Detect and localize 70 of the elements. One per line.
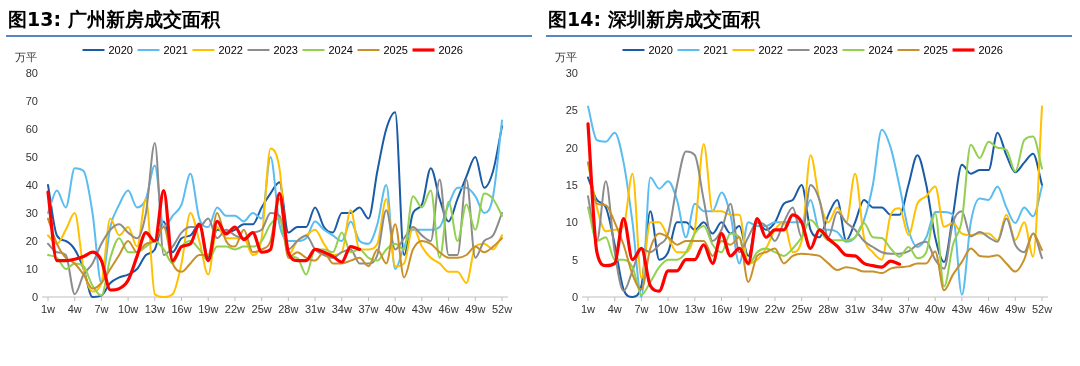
x-tick-label: 1w bbox=[40, 303, 56, 315]
x-tick-label: 7w bbox=[634, 303, 649, 315]
y-axis-title: 万平 bbox=[15, 51, 37, 64]
x-tick-label: 4w bbox=[67, 303, 82, 315]
legend-label: 2021 bbox=[703, 44, 728, 56]
y-axis-title: 万平 bbox=[555, 51, 577, 64]
x-tick-label: 16w bbox=[711, 303, 732, 315]
x-tick-label: 19w bbox=[198, 303, 219, 315]
x-tick-label: 37w bbox=[358, 303, 379, 315]
x-tick-label: 46w bbox=[438, 303, 459, 315]
y-tick-label: 70 bbox=[25, 95, 38, 107]
y-tick-label: 15 bbox=[565, 179, 578, 191]
x-tick-label: 13w bbox=[144, 303, 165, 315]
x-tick-label: 49w bbox=[465, 303, 486, 315]
x-tick-label: 43w bbox=[411, 303, 433, 315]
legend-label: 2025 bbox=[383, 44, 408, 56]
legend-label: 2023 bbox=[813, 44, 838, 56]
x-tick-label: 34w bbox=[331, 303, 352, 315]
y-tick-label: 10 bbox=[25, 263, 38, 275]
x-tick-label: 40w bbox=[385, 303, 406, 315]
x-tick-label: 16w bbox=[171, 303, 192, 315]
legend-label: 2022 bbox=[218, 44, 243, 56]
legend-label: 2023 bbox=[273, 44, 298, 56]
x-tick-label: 4w bbox=[607, 303, 622, 315]
legend-label: 2024 bbox=[328, 44, 353, 56]
x-tick-label: 25w bbox=[791, 303, 812, 315]
legend-label: 2020 bbox=[108, 44, 133, 56]
y-tick-label: 25 bbox=[565, 104, 578, 117]
x-tick-label: 37w bbox=[898, 303, 919, 315]
x-tick-label: 52w bbox=[1031, 303, 1053, 315]
y-tick-label: 30 bbox=[565, 67, 578, 79]
y-tick-label: 30 bbox=[25, 207, 38, 219]
x-tick-label: 49w bbox=[1005, 303, 1026, 315]
x-tick-label: 25w bbox=[251, 303, 272, 315]
x-tick-label: 52w bbox=[491, 303, 513, 315]
x-tick-label: 10w bbox=[118, 303, 139, 315]
legend-label: 2021 bbox=[163, 44, 188, 56]
y-tick-label: 0 bbox=[571, 291, 578, 303]
x-tick-label: 40w bbox=[925, 303, 946, 315]
legend-label: 2024 bbox=[868, 44, 893, 56]
x-tick-label: 46w bbox=[978, 303, 999, 315]
x-tick-label: 31w bbox=[304, 303, 326, 315]
y-tick-label: 20 bbox=[565, 141, 578, 154]
x-tick-label: 34w bbox=[871, 303, 892, 315]
chart-title: 图14: 深圳新房成交面积 bbox=[548, 8, 761, 30]
x-tick-label: 10w bbox=[658, 303, 679, 315]
y-tick-label: 0 bbox=[31, 291, 38, 303]
x-tick-label: 13w bbox=[684, 303, 705, 315]
x-tick-label: 7w bbox=[94, 303, 109, 315]
legend-label: 2020 bbox=[648, 44, 673, 56]
x-tick-label: 19w bbox=[738, 303, 759, 315]
y-tick-label: 60 bbox=[25, 123, 38, 135]
x-tick-label: 43w bbox=[951, 303, 973, 315]
x-tick-label: 22w bbox=[764, 303, 786, 315]
legend-label: 2022 bbox=[758, 44, 783, 56]
legend-label: 2026 bbox=[978, 44, 1003, 56]
y-tick-label: 80 bbox=[25, 67, 38, 79]
y-tick-label: 50 bbox=[25, 151, 38, 163]
y-tick-label: 10 bbox=[565, 216, 578, 229]
y-tick-label: 5 bbox=[571, 253, 578, 266]
legend-label: 2025 bbox=[923, 44, 948, 56]
legend-label: 2026 bbox=[438, 44, 463, 56]
x-tick-label: 28w bbox=[278, 303, 299, 315]
y-tick-label: 20 bbox=[25, 235, 38, 247]
x-tick-label: 1w bbox=[580, 303, 596, 315]
x-tick-label: 28w bbox=[818, 303, 839, 315]
chart-title: 图13: 广州新房成交面积 bbox=[8, 8, 221, 30]
x-tick-label: 22w bbox=[224, 303, 246, 315]
y-tick-label: 40 bbox=[25, 179, 38, 191]
x-tick-label: 31w bbox=[844, 303, 866, 315]
